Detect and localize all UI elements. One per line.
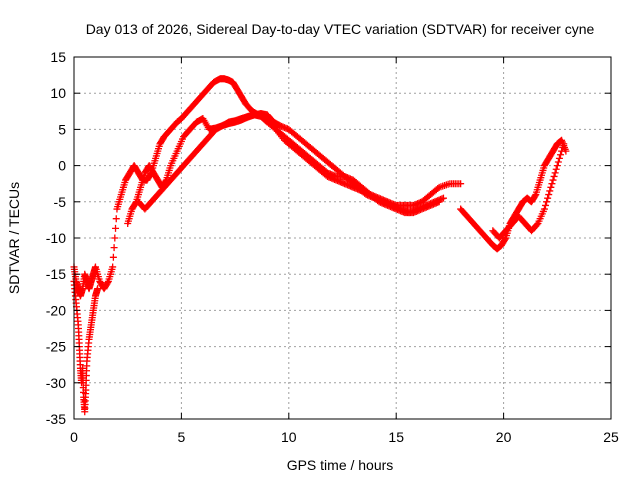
data-point <box>549 176 557 184</box>
data-point <box>435 198 443 206</box>
data-point <box>545 191 553 199</box>
data-point <box>560 140 568 148</box>
y-axis-ticks: -35 -30 -25 -20 -15 -10 -5 0 5 10 15 <box>46 49 611 427</box>
y-tick-label: -30 <box>46 375 66 391</box>
data-point <box>543 198 551 206</box>
y-tick-label: -20 <box>46 302 66 318</box>
y-axis-label: SDTVAR / TECUs <box>6 182 22 294</box>
y-tick-label: 0 <box>58 158 66 174</box>
data-point <box>551 169 559 177</box>
y-tick-label: -10 <box>46 230 66 246</box>
x-tick-label: 5 <box>178 429 186 445</box>
x-tick-label: 15 <box>388 429 404 445</box>
data-point <box>439 194 447 202</box>
x-tick-label: 25 <box>603 429 619 445</box>
y-tick-label: 15 <box>50 49 66 65</box>
data-point <box>541 201 549 209</box>
series-track-e <box>457 136 570 253</box>
data-point <box>540 205 548 213</box>
data-point <box>457 180 465 188</box>
x-tick-label: 10 <box>281 429 297 445</box>
data-point <box>554 158 562 166</box>
data-point <box>111 234 119 242</box>
data-point <box>110 244 118 252</box>
data-point <box>112 224 120 232</box>
y-tick-label: -5 <box>54 194 67 210</box>
x-tick-label: 0 <box>70 429 78 445</box>
data-point <box>555 154 563 162</box>
data-point <box>558 147 566 155</box>
data-point <box>501 235 509 243</box>
chart-title: Day 013 of 2026, Sidereal Day-to-day VTE… <box>86 21 595 37</box>
data-point <box>533 221 541 229</box>
data-point <box>547 183 555 191</box>
data-point <box>552 165 560 173</box>
x-axis-ticks: 0 5 10 15 20 25 <box>70 57 619 445</box>
data-point <box>557 151 565 159</box>
data-point <box>559 144 567 151</box>
data-point <box>94 285 102 293</box>
data-point <box>109 253 117 261</box>
y-tick-label: 5 <box>58 121 66 137</box>
data-point <box>546 187 554 195</box>
y-tick-label: -25 <box>46 339 66 355</box>
data-point <box>531 192 539 200</box>
data-point <box>544 194 552 202</box>
data-point <box>104 279 112 287</box>
y-tick-label: -35 <box>46 411 66 427</box>
data-point <box>550 172 558 180</box>
data-point <box>112 215 120 223</box>
series-track-d <box>134 111 443 217</box>
data-points <box>70 75 570 416</box>
y-tick-label: -15 <box>46 266 66 282</box>
y-tick-label: 10 <box>50 85 66 101</box>
x-tick-label: 20 <box>496 429 512 445</box>
data-point <box>109 263 117 271</box>
x-axis-label: GPS time / hours <box>287 457 394 473</box>
series-track-a <box>70 75 465 300</box>
series-track-f <box>489 140 568 242</box>
grid <box>74 57 611 419</box>
data-point <box>548 180 556 188</box>
data-point <box>553 162 561 170</box>
